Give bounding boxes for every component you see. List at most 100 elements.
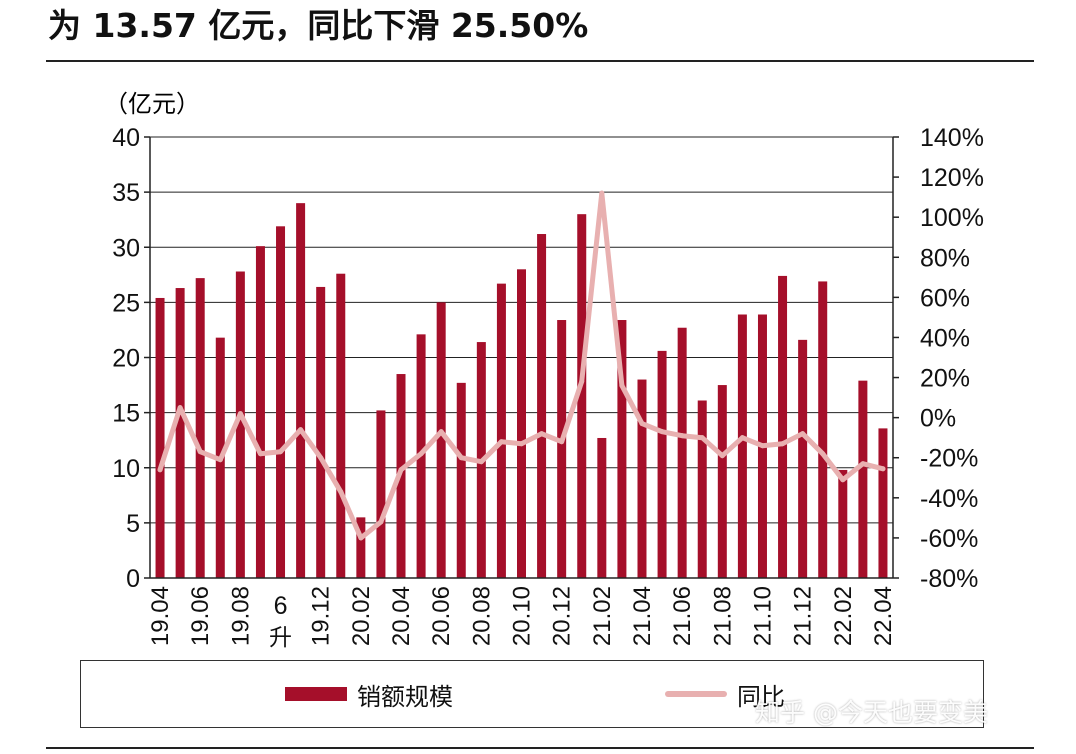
right-tick-label: -20% xyxy=(920,445,978,473)
yoy-point xyxy=(619,383,625,389)
right-tick-label: -60% xyxy=(920,525,978,553)
yoy-point xyxy=(498,439,504,445)
left-tick-label: 15 xyxy=(112,400,140,428)
legend-label-line: 同比 xyxy=(737,682,785,711)
bar xyxy=(436,302,446,578)
legend-swatch-bar xyxy=(285,687,347,701)
bar xyxy=(838,469,848,578)
bar xyxy=(456,382,466,578)
bar xyxy=(657,350,667,578)
x-tick-label: 22.04 xyxy=(870,586,897,646)
bottom-rule xyxy=(46,747,1034,749)
combo-chart: 0 5 10 15 20 25 30 35 40 -80% -60% -40% -20% 0% 20% 40%… xyxy=(104,90,984,651)
yoy-point xyxy=(659,429,665,435)
yoy-point xyxy=(318,455,324,461)
top-rule xyxy=(46,60,1034,62)
yoy-line-series xyxy=(157,190,886,541)
bar xyxy=(376,410,386,578)
x-tick-label: 19.06 xyxy=(187,586,214,646)
yoy-point xyxy=(599,190,605,196)
bar xyxy=(356,517,366,578)
x-tick-label: 20.08 xyxy=(468,586,495,646)
yoy-point xyxy=(519,441,524,447)
bar xyxy=(737,314,747,578)
x-tick-label: 20.04 xyxy=(388,586,415,646)
bar xyxy=(296,203,306,578)
left-tick-label: 5 xyxy=(126,510,140,538)
left-axis-unit: （亿元） xyxy=(104,90,200,118)
yoy-point xyxy=(418,451,424,457)
yoy-point xyxy=(338,489,344,495)
right-tick-label: 100% xyxy=(920,204,984,232)
yoy-point xyxy=(780,441,786,447)
yoy-point xyxy=(157,467,163,473)
bar-series xyxy=(155,203,888,579)
legend: 销额规模 同比 xyxy=(80,660,984,728)
yoy-point xyxy=(800,431,806,437)
bar xyxy=(255,246,265,578)
bar xyxy=(617,320,627,578)
bar xyxy=(336,273,346,578)
x-tick-label: 21.08 xyxy=(709,586,736,646)
x-tick-label: 升 xyxy=(269,625,292,651)
bar xyxy=(517,269,526,578)
bar xyxy=(597,437,607,578)
watermark: 知乎 @今天也要变美 xyxy=(755,698,988,727)
bar xyxy=(577,214,587,579)
right-tick-label: 120% xyxy=(920,164,984,192)
yoy-point xyxy=(840,477,846,483)
yoy-point xyxy=(278,449,284,455)
yoy-point xyxy=(880,466,886,472)
x-tick-label: 21.12 xyxy=(790,586,817,646)
left-tick-label: 0 xyxy=(126,565,140,593)
x-tick-label: 6 xyxy=(274,592,288,620)
right-tick-label: -40% xyxy=(920,485,978,513)
left-tick-label: 35 xyxy=(112,179,140,207)
yoy-point xyxy=(298,427,304,433)
bar xyxy=(798,339,808,578)
left-tick-label: 10 xyxy=(112,455,140,483)
left-tick-label: 40 xyxy=(112,124,140,152)
bar xyxy=(677,327,687,578)
right-tick-label: 80% xyxy=(920,244,970,272)
yoy-point xyxy=(820,451,826,457)
bar xyxy=(557,320,567,578)
x-tick-label: 20.02 xyxy=(348,586,375,646)
x-tick-label: 22.02 xyxy=(830,586,857,646)
left-tick-label: 30 xyxy=(112,234,140,262)
left-tick-label: 20 xyxy=(112,345,140,373)
legend-item-bar: 销额规模 xyxy=(285,679,453,711)
yoy-point xyxy=(699,435,705,441)
x-tick-label: 19.04 xyxy=(147,586,174,646)
yoy-point xyxy=(759,443,765,449)
headline: 为 13.57 亿元，同比下滑 25.50% xyxy=(48,6,589,45)
yoy-point xyxy=(217,457,223,463)
x-tick-label: 21.04 xyxy=(629,586,656,646)
yoy-point xyxy=(860,461,866,467)
x-tick-label: 19.12 xyxy=(308,586,335,646)
yoy-point xyxy=(679,433,685,439)
yoy-point xyxy=(478,459,484,465)
yoy-point xyxy=(358,535,364,541)
axes: 0 5 10 15 20 25 30 35 40 -80% -60% -40% -20% 0% 20% 40%… xyxy=(112,124,984,651)
yoy-point xyxy=(539,431,545,437)
right-tick-label: -80% xyxy=(920,565,978,593)
right-tick-label: 40% xyxy=(920,324,970,352)
x-tick-label: 19.08 xyxy=(227,586,254,646)
bar xyxy=(637,379,647,578)
yoy-point xyxy=(739,435,745,441)
bar xyxy=(155,297,165,578)
bar xyxy=(235,271,245,578)
left-tick-label: 25 xyxy=(112,289,140,317)
bar xyxy=(818,281,828,578)
yoy-point xyxy=(197,449,203,455)
yoy-point xyxy=(378,519,384,525)
x-tick-label: 20.12 xyxy=(549,586,576,646)
yoy-point xyxy=(438,429,444,435)
yoy-point xyxy=(177,405,183,411)
x-tick-label: 21.02 xyxy=(589,586,616,646)
bar xyxy=(717,385,727,578)
bar xyxy=(175,288,185,578)
yoy-point xyxy=(579,379,585,385)
yoy-point xyxy=(398,467,404,473)
